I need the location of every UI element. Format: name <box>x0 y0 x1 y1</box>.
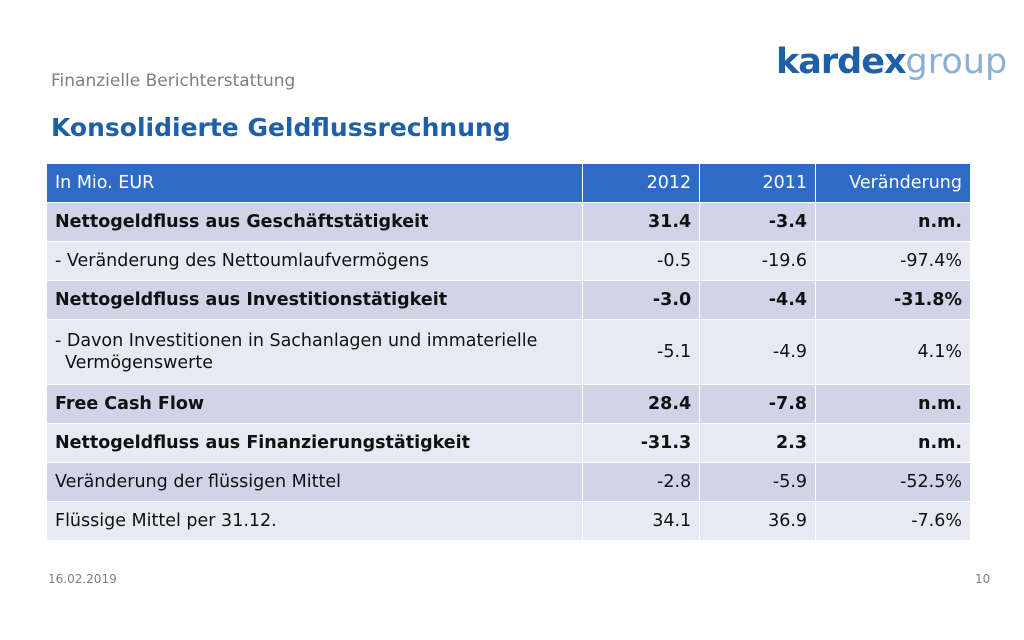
cell-2011: -19.6 <box>699 241 817 281</box>
cell-2011: -7.8 <box>699 384 817 424</box>
cell-change: -31.8% <box>815 280 971 320</box>
cell-2012: -3.0 <box>582 280 701 320</box>
row-label: Nettogeldfluss aus Investitionstätigkeit <box>45 280 584 320</box>
cell-2012: -5.1 <box>582 319 701 385</box>
table-row: Nettogeldfluss aus Geschäftstätigkeit 31… <box>45 202 971 242</box>
row-label: Veränderung der flüssigen Mittel <box>45 462 584 502</box>
cell-change: n.m. <box>815 202 971 242</box>
cashflow-table: In Mio. EUR 2012 2011 Veränderung Nettog… <box>45 163 971 541</box>
column-header-2012: 2012 <box>582 163 701 203</box>
logo-text-kardex: kardex <box>776 42 907 82</box>
cell-change: -97.4% <box>815 241 971 281</box>
cell-2011: -3.4 <box>699 202 817 242</box>
cell-2011: -4.4 <box>699 280 817 320</box>
row-label-line2: Vermögenswerte <box>65 353 214 373</box>
table-row: - Davon Investitionen in Sachanlagen und… <box>45 319 971 385</box>
cell-change: n.m. <box>815 423 971 463</box>
kardex-logo: kardexgroup <box>776 40 1007 84</box>
row-label: Nettogeldfluss aus Geschäftstätigkeit <box>45 202 584 242</box>
cell-2012: -0.5 <box>582 241 701 281</box>
cell-2011: 36.9 <box>699 501 817 541</box>
table-row: Free Cash Flow 28.4 -7.8 n.m. <box>45 384 971 424</box>
page-title: Konsolidierte Geldflussrechnung <box>51 113 511 142</box>
column-header-2011: 2011 <box>699 163 817 203</box>
row-label: Flüssige Mittel per 31.12. <box>45 501 584 541</box>
cell-2011: -5.9 <box>699 462 817 502</box>
row-label: Free Cash Flow <box>45 384 584 424</box>
cell-2011: 2.3 <box>699 423 817 463</box>
section-subtitle: Finanzielle Berichterstattung <box>51 71 296 91</box>
cell-2012: 28.4 <box>582 384 701 424</box>
table-row: - Veränderung des Nettoumlaufvermögens -… <box>45 241 971 281</box>
table-header-row: In Mio. EUR 2012 2011 Veränderung <box>45 163 971 203</box>
table-row: Nettogeldfluss aus Investitionstätigkeit… <box>45 280 971 320</box>
row-label: - Davon Investitionen in Sachanlagen und… <box>45 319 584 385</box>
column-header-change: Veränderung <box>815 163 971 203</box>
cell-change: 4.1% <box>815 319 971 385</box>
cell-2011: -4.9 <box>699 319 817 385</box>
table-row: Flüssige Mittel per 31.12. 34.1 36.9 -7.… <box>45 501 971 541</box>
footer-date: 16.02.2019 <box>48 572 117 586</box>
cell-2012: -2.8 <box>582 462 701 502</box>
cell-2012: 34.1 <box>582 501 701 541</box>
row-label-line1: - Davon Investitionen in Sachanlagen und… <box>55 331 538 351</box>
column-header-label: In Mio. EUR <box>45 163 584 203</box>
cell-change: n.m. <box>815 384 971 424</box>
table-row: Nettogeldfluss aus Finanzierungstätigkei… <box>45 423 971 463</box>
cell-2012: 31.4 <box>582 202 701 242</box>
row-label: Nettogeldfluss aus Finanzierungstätigkei… <box>45 423 584 463</box>
cell-change: -52.5% <box>815 462 971 502</box>
row-label: - Veränderung des Nettoumlaufvermögens <box>45 241 584 281</box>
cell-2012: -31.3 <box>582 423 701 463</box>
cell-change: -7.6% <box>815 501 971 541</box>
logo-text-group: group <box>905 42 1008 82</box>
table-row: Veränderung der flüssigen Mittel -2.8 -5… <box>45 462 971 502</box>
page-number: 10 <box>975 572 991 586</box>
